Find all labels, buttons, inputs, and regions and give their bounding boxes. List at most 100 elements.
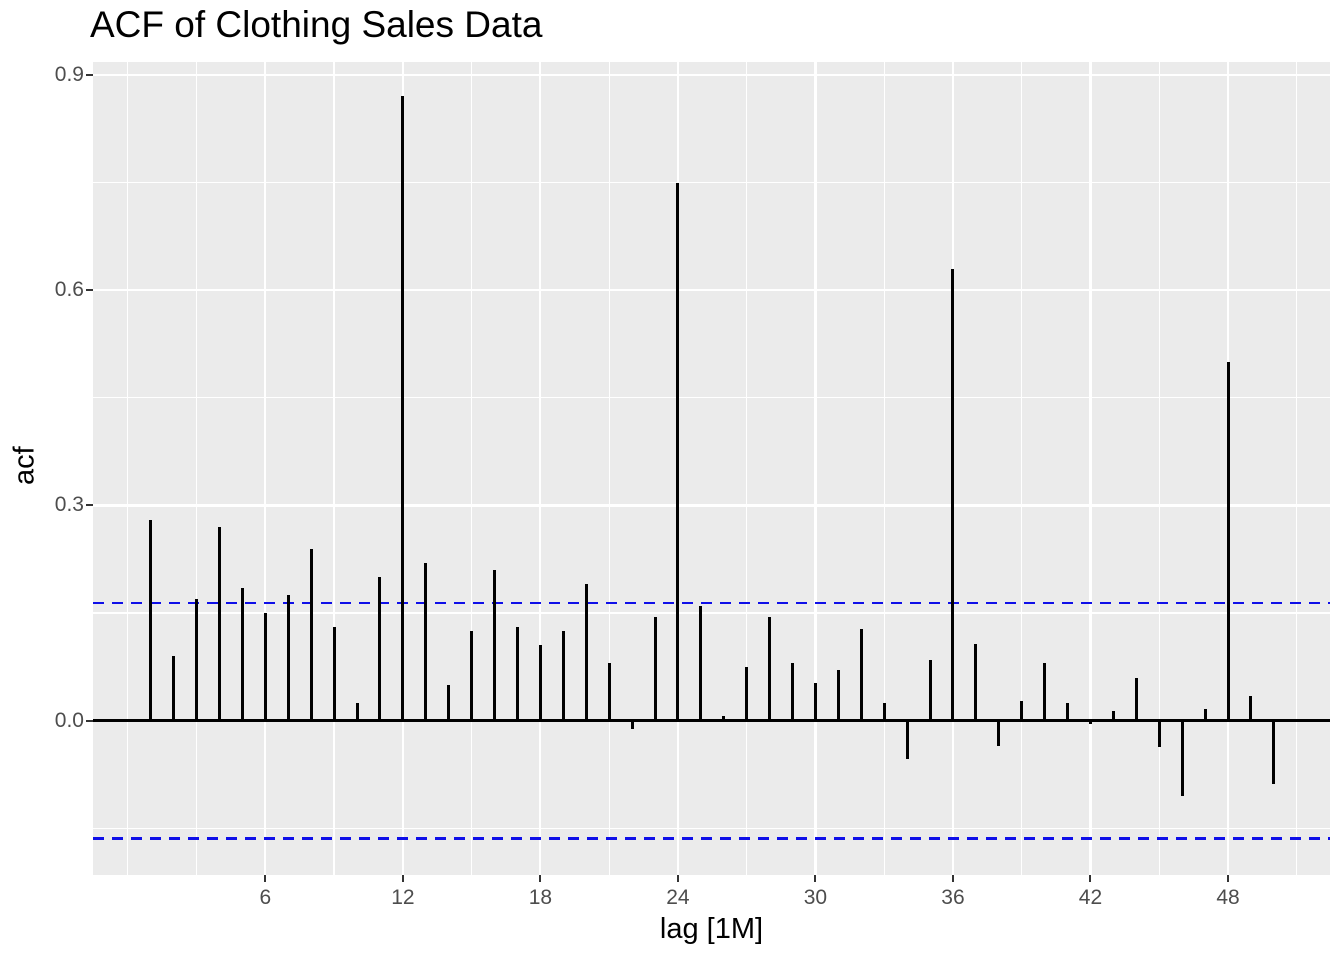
y-axis-tick-label: 0.0: [54, 708, 84, 732]
y-major-gridline: [93, 289, 1330, 292]
x-axis-tick-label: 12: [391, 886, 415, 909]
y-major-gridline: [93, 73, 1330, 76]
x-major-gridline: [264, 62, 267, 875]
x-axis-tickmark: [951, 875, 954, 882]
acf-bar-lag-29: [791, 663, 795, 721]
acf-bar-lag-8: [309, 548, 313, 721]
x-minor-gridline: [1021, 62, 1023, 875]
x-minor-gridline: [1296, 62, 1298, 875]
acf-bar-lag-26: [722, 715, 726, 721]
ci-lower-line: [93, 837, 1330, 840]
acf-bar-lag-12: [401, 96, 405, 721]
acf-bar-lag-40: [1043, 663, 1047, 721]
acf-bar-lag-50: [1272, 720, 1276, 784]
acf-bar-lag-36: [951, 268, 955, 721]
x-minor-gridline: [883, 62, 885, 875]
acf-bar-lag-5: [240, 587, 244, 721]
acf-bar-lag-1: [149, 519, 153, 721]
y-axis-tick-label: 0.9: [54, 62, 84, 86]
y-minor-gridline: [93, 827, 1330, 829]
acf-bar-lag-35: [928, 659, 932, 721]
x-major-gridline: [814, 62, 817, 875]
acf-bar-lag-30: [813, 683, 817, 721]
acf-bar-lag-34: [905, 720, 909, 759]
y-minor-gridline: [93, 397, 1330, 399]
y-axis-title: acf: [8, 446, 41, 485]
acf-bar-lag-11: [378, 577, 382, 721]
acf-bar-lag-41: [1066, 702, 1070, 721]
acf-bar-lag-43: [1111, 711, 1115, 721]
x-axis-tick-label: 24: [666, 886, 690, 909]
x-axis-tickmark: [539, 875, 542, 882]
y-axis-tickmark: [86, 73, 93, 76]
acf-bar-lag-18: [538, 645, 542, 721]
x-axis-tick-label: 48: [1216, 886, 1240, 909]
acf-bar-lag-10: [355, 702, 359, 721]
y-minor-gridline: [93, 181, 1330, 184]
chart-title: ACF of Clothing Sales Data: [90, 4, 543, 45]
acf-bar-lag-14: [447, 684, 451, 721]
acf-bar-lag-28: [768, 616, 772, 721]
acf-bar-lag-3: [195, 598, 199, 721]
plot-panel: [93, 62, 1330, 875]
acf-bar-lag-37: [974, 643, 978, 721]
acf-bar-lag-46: [1180, 720, 1184, 797]
acf-bar-lag-2: [172, 656, 176, 721]
acf-bar-lag-42: [1088, 720, 1092, 725]
acf-bar-lag-24: [676, 182, 680, 721]
x-axis-tick-label: 36: [941, 886, 965, 909]
x-minor-gridline: [746, 62, 748, 875]
acf-bar-lag-20: [584, 584, 588, 721]
acf-bar-lag-17: [515, 627, 519, 721]
acf-bar-lag-49: [1249, 695, 1253, 721]
y-axis-tickmark: [86, 289, 93, 292]
acf-bar-lag-22: [630, 720, 634, 730]
x-axis-tickmark: [676, 875, 679, 882]
x-minor-gridline: [127, 62, 129, 875]
y-axis-tickmark: [86, 504, 93, 507]
ci-upper-line: [93, 601, 1330, 605]
acf-bar-lag-19: [561, 631, 565, 721]
x-axis-tickmark: [1227, 875, 1229, 882]
acf-bar-lag-32: [859, 628, 863, 721]
x-minor-gridline: [333, 62, 335, 875]
y-major-gridline: [93, 504, 1330, 507]
y-axis-tickmark: [86, 719, 93, 722]
x-major-gridline: [539, 62, 542, 875]
acf-bar-lag-48: [1226, 361, 1230, 721]
acf-bar-lag-47: [1203, 708, 1207, 721]
x-axis-tick-label: 42: [1078, 886, 1103, 909]
x-minor-gridline: [470, 62, 473, 875]
y-minor-gridline: [93, 612, 1330, 614]
x-axis-tick-label: 6: [259, 886, 272, 909]
acf-bar-lag-15: [470, 631, 474, 721]
y-axis-tick-label: 0.3: [54, 493, 84, 517]
acf-bar-lag-44: [1134, 677, 1138, 721]
x-axis-tickmark: [401, 875, 404, 882]
x-minor-gridline: [1158, 62, 1160, 875]
x-axis-tick-label: 18: [528, 886, 553, 909]
y-axis-tick-label: 0.6: [54, 278, 84, 302]
acf-bar-lag-21: [607, 663, 611, 721]
x-axis-tickmark: [1089, 875, 1092, 882]
x-axis-tickmark: [264, 875, 267, 882]
acf-bar-lag-9: [332, 627, 336, 721]
x-axis-tickmark: [814, 875, 817, 882]
zero-line: [93, 719, 1330, 723]
acf-bar-lag-13: [424, 562, 428, 721]
acf-bar-lag-39: [1020, 700, 1024, 721]
x-minor-gridline: [195, 62, 198, 875]
acf-bar-lag-16: [493, 570, 497, 721]
acf-bar-lag-27: [745, 666, 749, 721]
acf-bar-lag-33: [882, 702, 886, 721]
x-axis-tick-label: 30: [803, 886, 828, 909]
acf-bar-lag-45: [1157, 720, 1161, 748]
x-major-gridline: [1089, 62, 1092, 875]
x-axis-title: lag [1M]: [659, 913, 764, 945]
acf-bar-lag-7: [286, 595, 290, 721]
acf-bar-lag-25: [699, 605, 703, 721]
acf-bar-lag-6: [263, 613, 267, 721]
acf-bar-lag-31: [836, 670, 840, 721]
acf-bar-lag-38: [997, 720, 1001, 746]
